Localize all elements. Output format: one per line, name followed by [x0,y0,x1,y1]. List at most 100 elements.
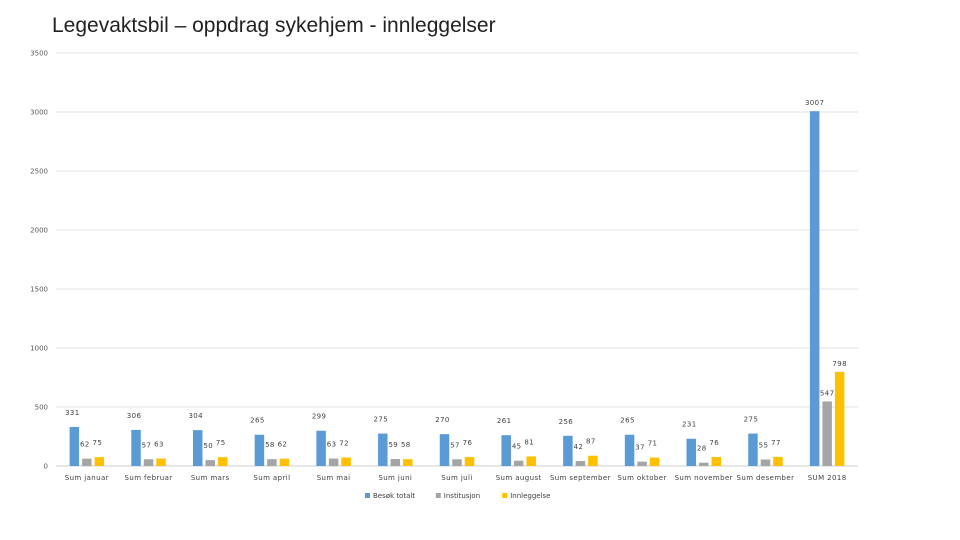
x-axis: Sum januar Sum februar Sum mars Sum april Su… [65,474,847,482]
bar-bes-k-totalt [131,429,141,466]
data-label: 57 [450,441,460,449]
data-label: 59 [388,441,398,449]
data-label: 75 [92,439,102,447]
data-label: 76 [463,439,473,447]
bar-bes-k-totalt [809,111,820,466]
bar-institusjon [513,460,524,466]
legend-entry: Besøk totalt [373,492,415,500]
legend-swatch [365,493,370,498]
bar-innleggelse [156,458,166,466]
x-category-label: Sum juni [378,474,412,482]
bar-institusjon [760,459,771,466]
data-label: 75 [216,439,226,447]
bar-innleggelse [649,457,660,466]
legend-swatch [435,493,441,498]
data-label: 58 [401,441,411,449]
bar-bes-k-totalt [501,435,511,466]
data-label: 231 [682,421,697,429]
data-label: 275 [374,416,389,424]
bar-innleggelse [711,457,722,466]
data-label: 63 [327,441,337,449]
bar-institusjon [575,461,586,466]
data-label: 81 [524,438,534,446]
x-category-label: Sum februar [125,474,173,482]
bar-bes-k-totalt [69,426,80,466]
bar-bes-k-totalt [748,433,758,466]
y-tick-label: 2500 [30,168,48,176]
chart-title: Legevaktsbil – oppdrag sykehjem - innleg… [52,14,496,37]
bar-institusjon [637,461,647,466]
bar-bes-k-totalt [254,434,265,466]
legend-entry: Institusjon [444,492,480,500]
data-label: 72 [339,440,349,448]
bar-bes-k-totalt [624,434,635,466]
data-label: 256 [559,418,574,426]
data-label: 304 [188,412,203,420]
bar-bes-k-totalt [378,433,388,466]
x-category-label: Sum september [550,474,611,482]
gridlines [56,52,858,467]
data-label: 62 [278,441,288,449]
bar-innleggelse [94,457,105,466]
bar-innleggelse [464,457,475,466]
data-label: 275 [744,416,759,424]
x-category-label: Sum august [496,474,542,482]
bar-institusjon [82,458,92,466]
y-tick-label: 3000 [30,109,48,117]
data-label: 71 [648,440,658,448]
bar-institusjon [699,462,709,466]
data-label: 3007 [805,99,824,107]
bar-innleggelse [341,457,351,466]
legend-entry: Innleggelse [510,492,550,500]
x-category-label: Sum april [253,474,290,482]
bar-institusjon [143,459,154,466]
data-label: 306 [127,412,142,420]
data-label: 37 [635,444,645,452]
bar-innleggelse [526,456,536,466]
y-tick-label: 0 [44,463,48,471]
y-tick-label: 2000 [30,227,48,235]
data-label: 261 [497,417,512,425]
x-category-label: Sum desember [737,474,795,482]
bar-institusjon [328,458,339,466]
bar-institusjon [267,459,277,466]
x-category-label: SUM 2018 [808,474,847,482]
bar-institusjon [390,459,401,466]
data-label: 45 [512,443,522,451]
data-label: 57 [142,441,152,449]
data-label: 270 [435,416,450,424]
data-label: 42 [574,443,584,451]
data-label: 265 [250,417,265,425]
bar-institusjon [205,460,215,466]
bar-innleggelse [834,371,845,466]
data-label: 76 [709,439,719,447]
x-category-label: Sum mai [317,474,351,482]
legend-swatch [502,493,508,498]
x-category-label: Sum mars [191,474,230,482]
x-category-label: Sum juli [441,474,472,482]
data-label: 798 [832,360,847,368]
bar-bes-k-totalt [563,435,573,466]
data-label: 77 [771,439,781,447]
bar-bes-k-totalt [192,430,203,466]
x-category-label: Sum november [675,474,733,482]
data-label: 28 [697,445,707,453]
data-label: 87 [586,438,596,446]
data-label: 331 [65,409,80,417]
bar-innleggelse [279,458,290,466]
data-label: 55 [759,442,769,450]
y-axis: 0 500 1000 1500 2000 2500 3000 3500 [30,50,48,471]
x-category-label: Sum januar [65,474,109,482]
bar-innleggelse [773,456,783,466]
bar-bes-k-totalt [686,438,697,466]
bar-bes-k-totalt [439,434,450,466]
bars [69,111,845,466]
y-tick-label: 3500 [30,50,48,58]
data-label: 547 [820,389,835,397]
x-category-label: Sum oktober [617,474,666,482]
data-label: 63 [154,441,164,449]
bar-institusjon [822,401,832,466]
data-label: 299 [312,413,327,421]
